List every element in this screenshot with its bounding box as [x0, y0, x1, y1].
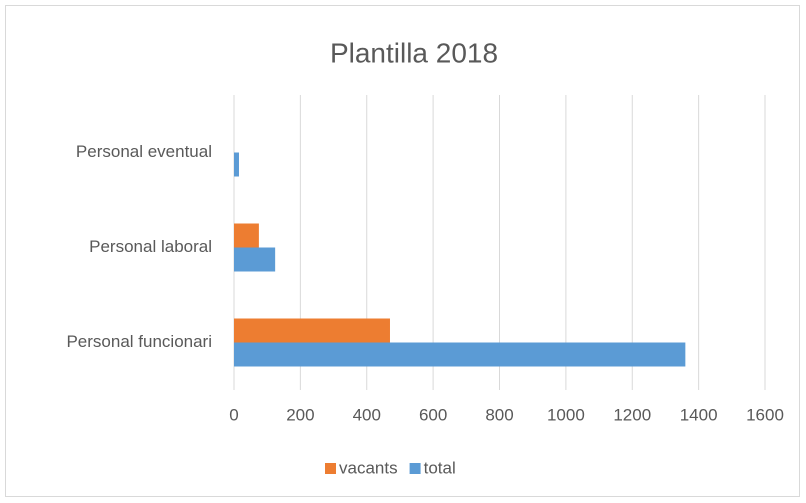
bar [234, 247, 276, 272]
chart-border [5, 5, 800, 497]
x-tick-label: 400 [353, 405, 381, 424]
legend-label: vacants [339, 458, 398, 477]
bar [234, 318, 390, 343]
y-tick-label: Personal eventual [76, 142, 212, 161]
bar [234, 223, 259, 248]
x-tick-label: 800 [485, 405, 513, 424]
x-tick-label: 1000 [547, 405, 585, 424]
x-tick-label: 1200 [613, 405, 651, 424]
x-tick-label: 0 [229, 405, 238, 424]
x-tick-label: 200 [286, 405, 314, 424]
y-tick-label: Personal funcionari [66, 332, 212, 351]
chart-title: Plantilla 2018 [330, 37, 498, 68]
bar [234, 342, 686, 367]
x-tick-label: 600 [419, 405, 447, 424]
x-tick-label: 1600 [746, 405, 784, 424]
legend-swatch [325, 463, 336, 474]
y-tick-label: Personal laboral [89, 237, 212, 256]
bar [234, 152, 239, 177]
x-tick-label: 1400 [680, 405, 718, 424]
legend-swatch [409, 463, 421, 474]
legend-label: total [424, 458, 456, 477]
